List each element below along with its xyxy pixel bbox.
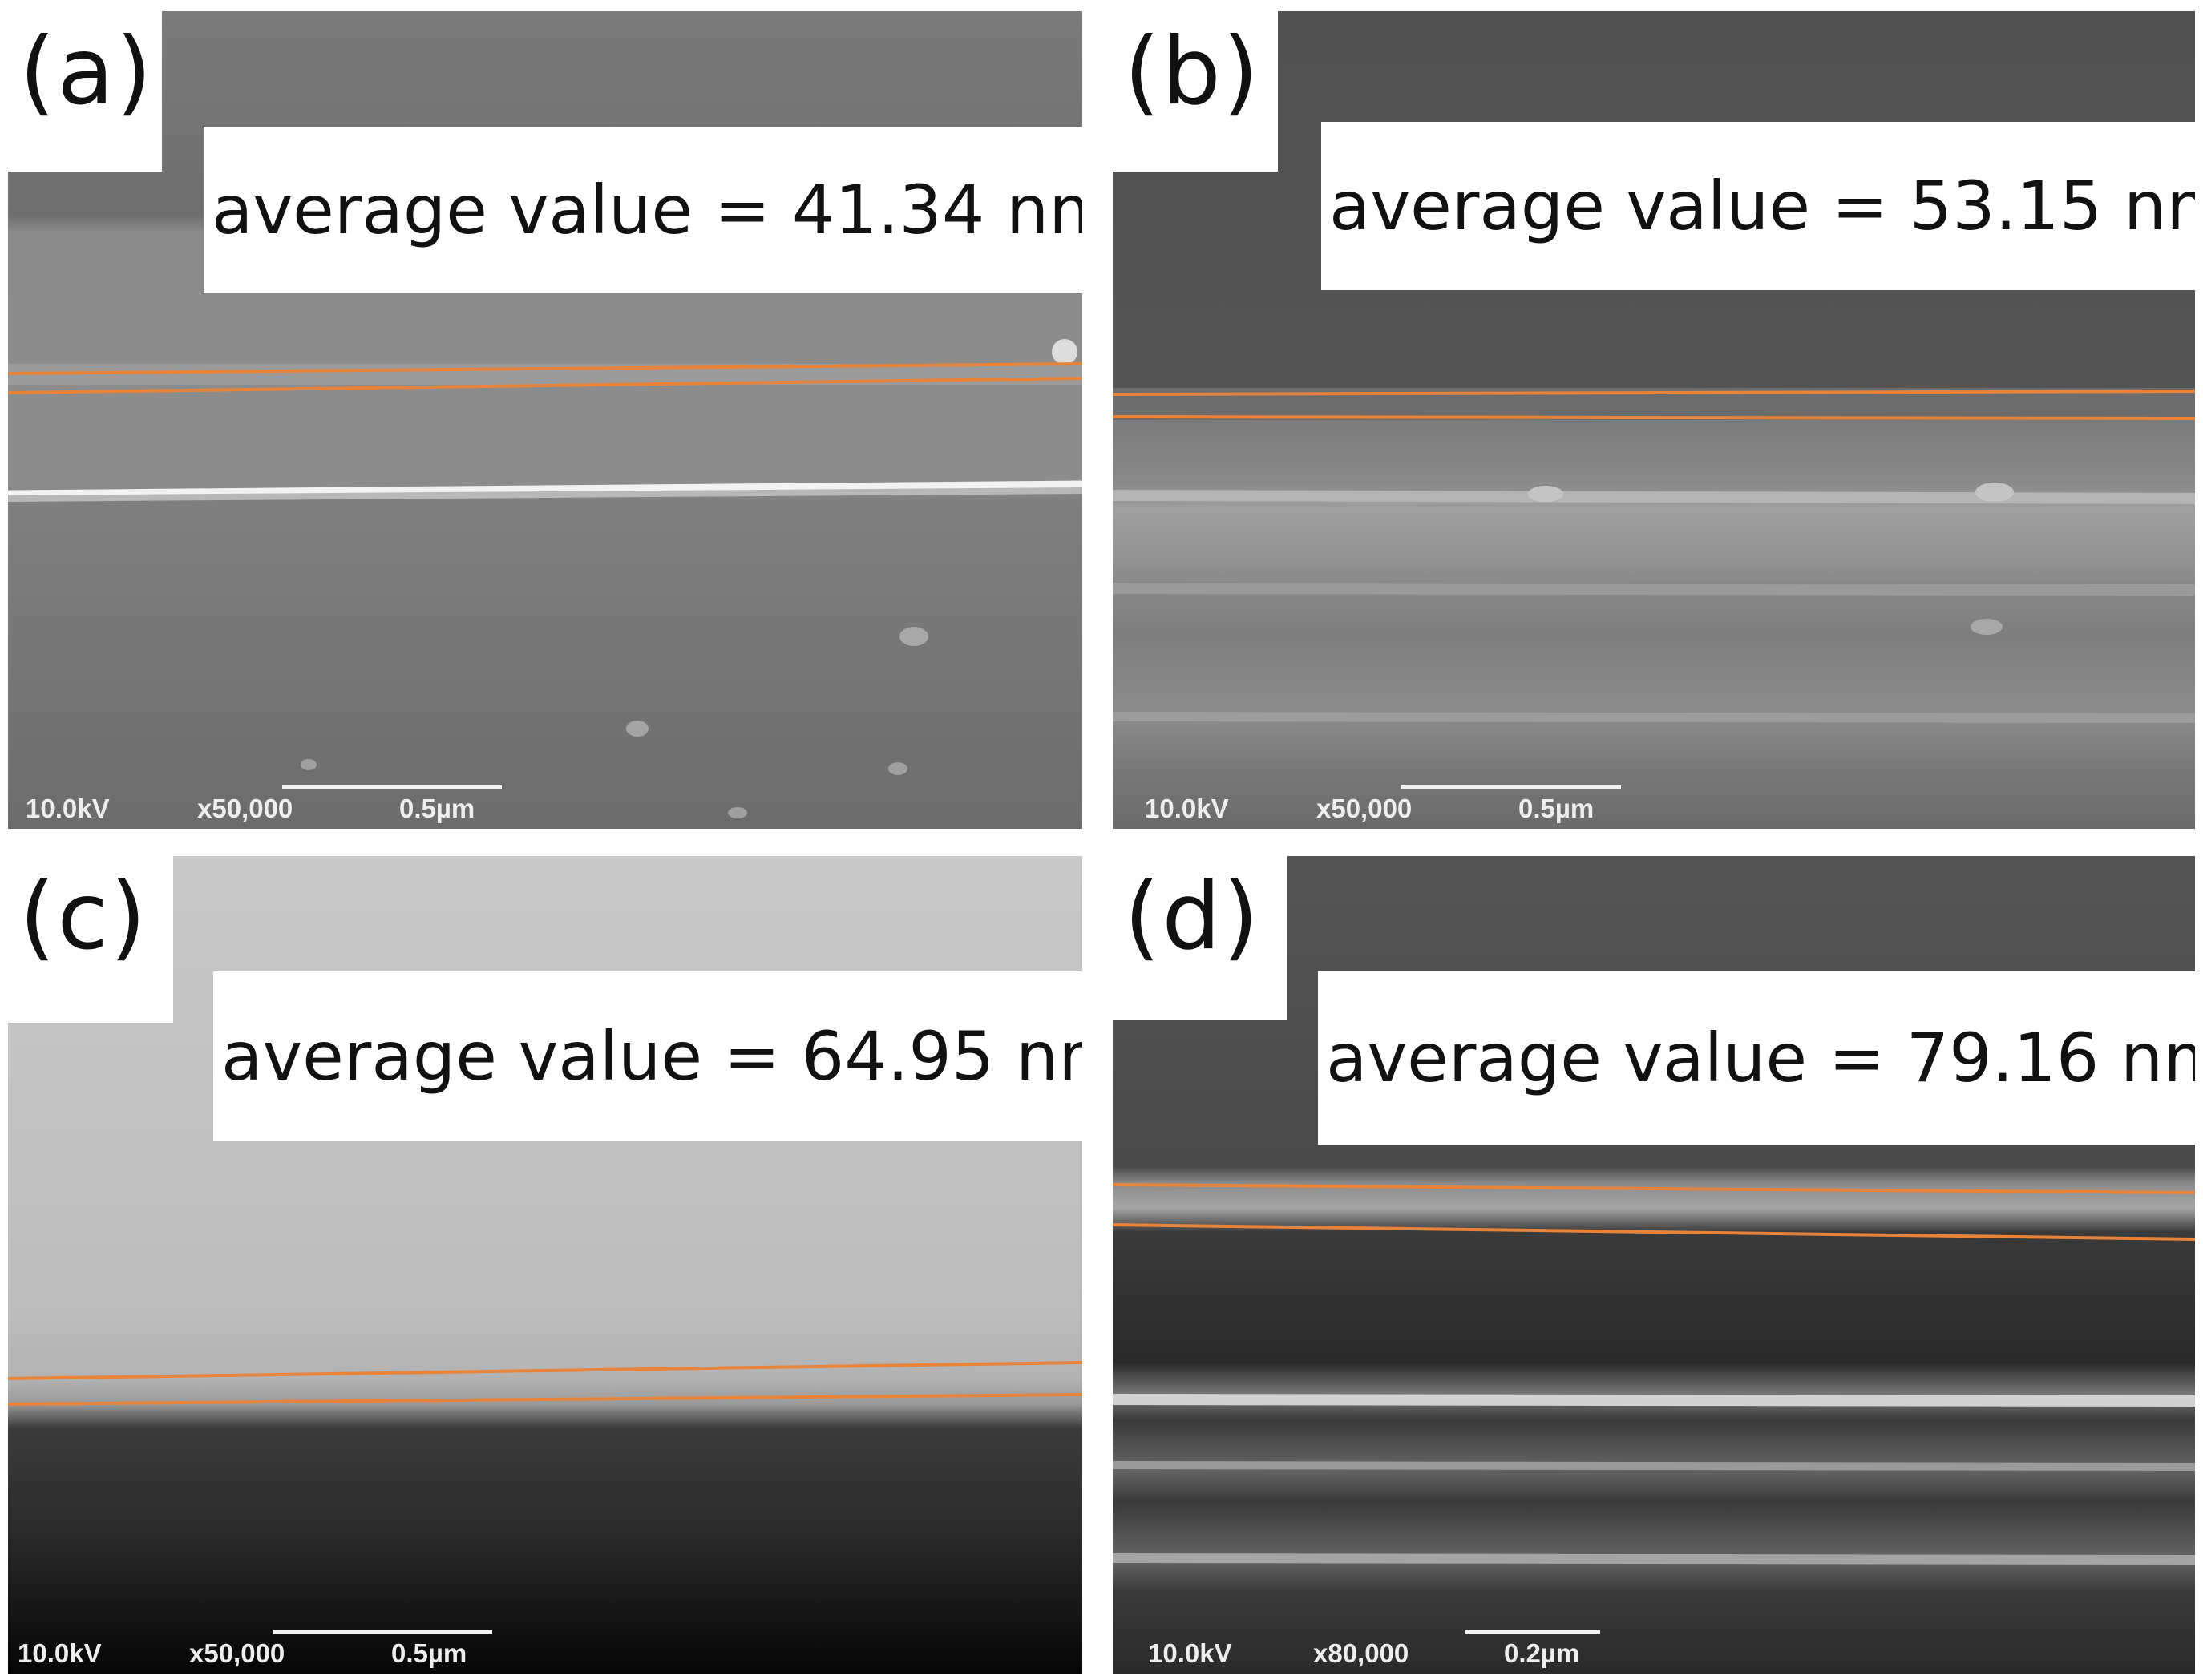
magnification-label: x50,000 — [197, 794, 293, 823]
measurement-line — [8, 377, 1082, 394]
sem-panel-d: (d) average value = 79.16 nm 10.0kV x80,… — [1113, 856, 2195, 1674]
measurement-line — [8, 1393, 1082, 1406]
voltage-label: 10.0kV — [1145, 794, 1229, 823]
panel-label-box: (c) — [8, 856, 173, 1023]
average-value-box: average value = 64.95 nm — [213, 971, 1082, 1141]
average-value-label: average value = 79.16 nm — [1326, 1019, 2195, 1097]
panel-label: (d) — [1124, 862, 1261, 971]
panel-label-box: (d) — [1113, 856, 1287, 1020]
average-value-box: average value = 79.16 nm — [1318, 971, 2195, 1145]
average-value-label: average value = 53.15 nm — [1329, 167, 2195, 245]
scale-bar-label: 0.5µm — [399, 794, 475, 823]
measurement-line — [1113, 1223, 2195, 1241]
sem-info-bar: 10.0kV x50,000 0.5µm — [8, 1627, 1082, 1674]
scale-bar — [1401, 785, 1621, 789]
magnification-label: x80,000 — [1313, 1638, 1409, 1668]
voltage-label: 10.0kV — [1148, 1638, 1232, 1668]
sem-panel-b: (b) average value = 53.15 nm 10.0kV x50,… — [1113, 11, 2195, 829]
sem-panel-a: (a) average value = 41.34 nm 10.0kV x50,… — [8, 11, 1082, 829]
voltage-label: 10.0kV — [18, 1638, 102, 1668]
scale-bar — [282, 785, 502, 789]
voltage-label: 10.0kV — [26, 794, 110, 823]
measurement-line — [1113, 1183, 2195, 1194]
scale-bar — [273, 1630, 492, 1634]
panel-label: (b) — [1124, 18, 1261, 126]
magnification-label: x50,000 — [189, 1638, 285, 1668]
scale-bar — [1465, 1630, 1600, 1634]
average-value-label: average value = 41.34 nm — [212, 171, 1082, 249]
panel-label: (a) — [19, 18, 154, 126]
magnification-label: x50,000 — [1316, 794, 1413, 823]
measurement-line — [8, 362, 1082, 375]
measurement-line — [8, 1361, 1082, 1380]
sem-panel-c: (c) average value = 64.95 nm 10.0kV x50,… — [8, 856, 1082, 1674]
panel-label: (c) — [19, 862, 148, 971]
measurement-line — [1113, 390, 2195, 396]
sem-info-bar: 10.0kV x80,000 0.2µm — [1113, 1627, 2195, 1674]
scale-bar-label: 0.2µm — [1504, 1638, 1580, 1668]
scale-bar-label: 0.5µm — [1518, 794, 1595, 823]
average-value-box: average value = 41.34 nm — [204, 127, 1082, 293]
average-value-box: average value = 53.15 nm — [1321, 122, 2195, 290]
panel-label-box: (a) — [8, 11, 162, 172]
measurement-line — [1113, 415, 2195, 420]
average-value-label: average value = 64.95 nm — [221, 1017, 1082, 1096]
panel-label-box: (b) — [1113, 11, 1278, 172]
scale-bar-label: 0.5µm — [391, 1638, 467, 1668]
sem-info-bar: 10.0kV x50,000 0.5µm — [8, 782, 1082, 829]
sem-info-bar: 10.0kV x50,000 0.5µm — [1113, 782, 2195, 829]
